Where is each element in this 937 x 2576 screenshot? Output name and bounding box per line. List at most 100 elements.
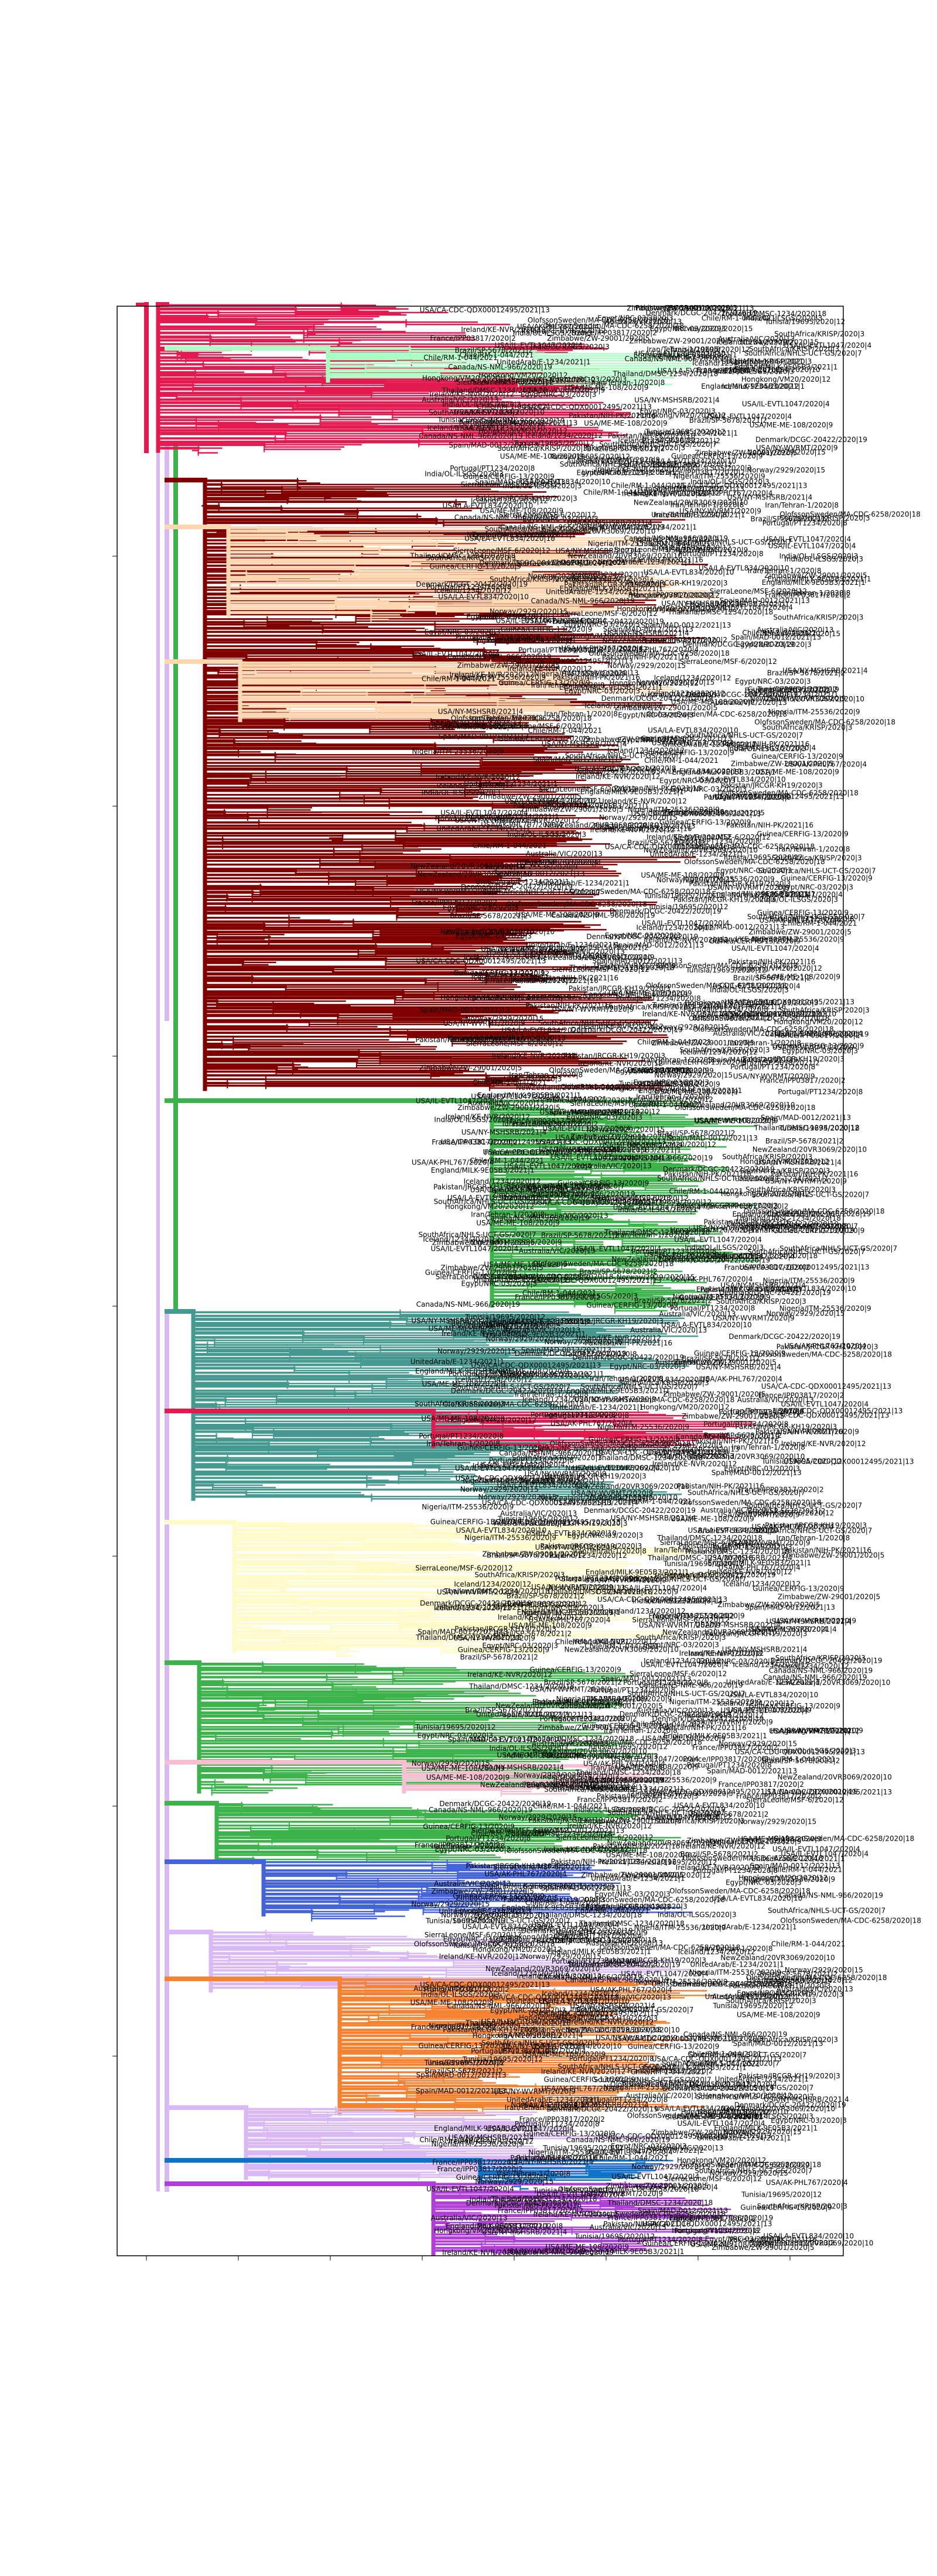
tip-label: UnitedArab/E-1234/2021|1 [597,558,691,566]
tip-label: USA/CA-CDC-QDX00012495/2021|13 [596,1448,726,1457]
tip-label: Chile/RM-1-044/2021 [560,1083,635,1091]
tip-label: USA/NY-WVRMT/2020|9 [574,1395,656,1403]
tip-label: USA/NY-WVRMT/2020|9 [539,1108,621,1116]
tip-label: USA/CA-CDC-QDX00012495/2021|13 [784,1458,914,1466]
tip-label: NewZealand/20VR3069/2020|10 [644,846,758,854]
tip-label: USA/LA-EVTL834/2020|10 [438,592,529,601]
tip-label: Australia/VIC/2020|13 [532,1211,608,1220]
tip-label: Ireland/KE-NVR/2020|12 [429,390,514,398]
tip-label: USA/NY-MSHSRB/2021|4 [611,1514,696,1522]
tip-label: USA/AK-PHL767/2020|4 [490,1937,572,1945]
tip-label: UnitedArab/E-1234/2021|1 [590,1785,684,1793]
tip-label: USA/AK-PHL767/2020|4 [481,821,563,829]
tip-label: Hongkong/VM20/2020|12 [434,2226,523,2235]
tip-label: USA/ME-ME-108/2020|9 [695,1116,778,1125]
tip-label: UnitedArab/E-1234/2021|1 [464,780,558,788]
tip-label: Portugal/PT1234/2020|8 [459,419,544,427]
tip-label: India/OL-ILSGS/2020|3 [422,789,501,797]
tip-label: USA/LA-EVTL834/2020|10 [730,365,820,374]
tip-label: Chile/RM-1-044/2021 [761,1755,836,1763]
tip-label: Zimbabwe/ZW-29001/2020|5 [782,1551,884,1559]
tip-label: Thailand/DMSC-1234/2020|18 [569,964,675,972]
tip-label: USA/LA-EVTL834/2020|10 [539,1998,630,2006]
tip-label: Thailand/DMSC-1234/2020|18 [647,1554,753,1562]
tip-label: Spain/MAD-0012/2021|13 [642,735,732,743]
tip-label: Pakistan/JRCGR-KH19/2020|3 [503,1896,605,1904]
tip-label: USA/LA-EVTL834/2020|10 [688,1526,779,1534]
tip-label: Denmark/DCGC-20422/2020|19 [546,2105,658,2113]
tip-label: Denmark/DCGC-20422/2020|19 [771,1656,883,1664]
tip-label: France/IPP03817/2020|2 [546,1097,632,1105]
tip-label: OlofssonSweden/MA-CDC-6258/2020|18 [451,714,592,722]
tip-label: England/MILK-9E05B3/2021|1 [480,1882,584,1890]
tip-label: UnitedArab/E-1234/2021|1 [439,1907,532,1916]
tip-label: Hongkong/VM20/2020|12 [655,1572,744,1580]
tip-label: Australia/VIC/2020|13 [590,2224,666,2232]
tip-label: Egypt/NRC-03/2020|3 [551,375,627,383]
tip-label: Egypt/NRC-03/2020|3 [455,1907,531,1915]
tip-label: Guinea/CERFIG-13/2020|9 [458,1646,550,1654]
tip-label: USA/AK-PHL767/2020|4 [734,744,816,752]
tip-label: USA/AK-PHL767/2020|4 [572,576,654,584]
tip-label: Hongkong/VM20/2020|12 [764,1976,853,1985]
tip-label: SierraLeone/MSF-6/2020|12 [552,965,649,974]
tip-label: OlofssonSweden/MA-CDC-6258/2020|18 [717,789,859,797]
tip-label: SouthAfrica/NHLS-UCT-GS/2020|7 [744,349,862,357]
tip-label: Chile/RM-1-044/2021 [618,1497,692,1505]
tip-label: France/IPP03817/2020|2 [430,334,515,342]
tip-label: India/OL-ILSGS/2020|3 [421,1991,500,1999]
tip-label: Denmark/DCGC-20422/2020|19 [479,559,591,567]
tip-label: Egypt/NRC-03/2020|3 [565,687,641,695]
tip-label: Portugal/PT1234/2020|8 [518,646,603,654]
tip-label: Tunisia/19695/2020|12 [722,853,803,861]
tip-label: Pakistan/JRCGR-KH19/2020|3 [765,1522,867,1530]
tip-label: USA/IL-EVTL1047/2020|4 [495,341,583,350]
tip-label: NewZealand/20VR3069/2020|10 [538,954,652,962]
tip-label: OlofssonSweden/MA-CDC-6258/2020|18 [414,1940,555,1948]
tip-label: USA/CA-CDC-QDX00012495/2021|13 [491,1518,621,1526]
tip-label: Iran/Tehran-1/2020|8 [505,2104,579,2112]
tip-label: Ireland/KE-NVR/2020|12 [541,2068,626,2076]
tip-label: Pakistan/NIH-PK/2021|16 [722,740,809,748]
tip-label: NewZealand/20VR3069/2020|10 [485,1965,600,1973]
tip-label: Guinea/CERFIG-13/2020|9 [506,1996,598,2005]
tip-label: Nigeria/ITM-25536/2020|9 [528,2149,620,2157]
tip-label: Zimbabwe/ZW-29001/2020|5 [717,1601,820,1609]
tip-label: UnitedArab/E-1234/2021|1 [651,511,745,519]
tip-label: Iran/Tehran-1/2020|8 [777,845,850,853]
tip-label: Australia/VIC/2020|13 [777,1985,853,1993]
tip-label: Australia/VIC/2020|13 [718,335,795,343]
tip-label: SierraLeone/MSF-6/2020|12 [614,546,712,554]
tip-label: USA/AK-PHL767/2020|4 [671,1275,753,1283]
tip-label: Tunisia/19695/2020|12 [587,1743,668,1751]
tip-label: Spain/MAD-0012/2021|13 [601,1674,691,1683]
tip-label: Nigeria/ITM-25536/2020|9 [653,1612,745,1620]
tip-label: USA/NY-WVRMT/2020|9 [443,1019,525,1027]
tip-label: Guinea/CERFIG-13/2020|9 [429,563,521,571]
tip-label: Thailand/DMSC-1234/2020|18 [735,1214,841,1222]
tip-label: Ireland/KE-NVR/2020|12 [622,490,707,498]
tip-label: UnitedArab/E-1234/2021|1 [644,429,738,437]
tip-label: Norway/2929/2020|15 [651,1023,729,1031]
tip-label: Guinea/CERFIG-13/2020|9 [772,1042,864,1050]
tip-label: OlofssonSweden/MA-CDC-6258/2020|18 [680,1499,822,1507]
tip-label: Nigeria/ITM-25536/2020|9 [422,1503,514,1511]
tip-label: Denmark/DCGC-20422/2020|19 [743,1226,854,1234]
tip-label: Canada/NS-NML-966/2020|19 [416,1300,521,1308]
tip-label: France/IPP03817/2020|2 [627,2067,713,2075]
tip-label: Chile/RM-1-044/2021 [768,1866,843,1874]
tip-label: Zimbabwe/ZW-29001/2020|5 [651,2128,754,2136]
tip-label: USA/CA-CDC-QDX00012495/2021|13 [762,1788,892,1796]
tip-label: USA/LA-EVTL834/2020|10 [520,478,611,486]
tip-label: Egypt/NRC-03/2020|3 [564,621,640,629]
tip-label: Ireland/KE-NVR/2020|12 [439,1952,524,1961]
tip-label: USA/ME-ME-108/2020|9 [755,768,839,776]
tip-label: Brazil/SP-5678/2021|2 [541,1231,619,1239]
tip-label: Iceland/1234/2020|12 [435,587,512,595]
tip-label: Thailand/DMSC-1234/2020|18 [465,2019,571,2027]
tip-label: Spain/MAD-0012/2021|13 [614,941,704,949]
tip-label: USA/LA-EVTL834/2020|10 [651,767,742,775]
tip-label: Zimbabwe/ZW-29001/2020|5 [457,1104,560,1112]
tip-label: Tunisia/19695/2020|12 [651,461,732,469]
tip-label: SouthAfrica/KRISP/2020|3 [762,724,853,732]
